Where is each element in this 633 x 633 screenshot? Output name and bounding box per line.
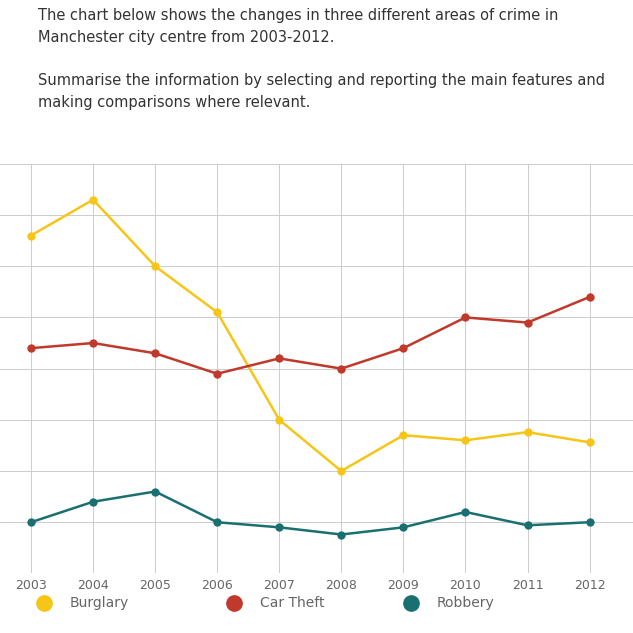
Text: Car Theft: Car Theft [260,596,324,610]
Text: Robbery: Robbery [437,596,494,610]
Text: Burglary: Burglary [70,596,129,610]
Text: The chart below shows the changes in three different areas of crime in
Mancheste: The chart below shows the changes in thr… [38,8,605,110]
